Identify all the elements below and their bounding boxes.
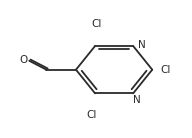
- Text: Cl: Cl: [161, 65, 171, 75]
- Text: N: N: [138, 40, 146, 50]
- Text: N: N: [133, 95, 141, 105]
- Text: Cl: Cl: [86, 110, 96, 120]
- Text: Cl: Cl: [92, 19, 102, 29]
- Text: O: O: [19, 55, 27, 65]
